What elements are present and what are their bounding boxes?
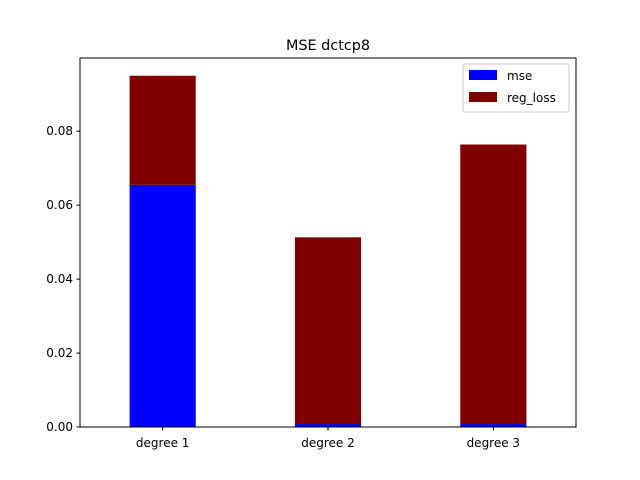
ticks-layer: 0.00 0.02 0.04 0.06 0.08 degree 1 degree 2 degr… <box>46 124 520 450</box>
x-tick-label: degree 1 <box>136 436 190 450</box>
legend-label-mse: mse <box>507 69 532 83</box>
legend-swatch-reg-loss <box>469 92 497 102</box>
y-tick-label: 0.06 <box>46 198 73 212</box>
bar-mse-1 <box>129 184 196 427</box>
legend-label-reg-loss: reg_loss <box>507 91 556 105</box>
x-tick-label: degree 2 <box>301 436 355 450</box>
bar-reg-loss-2 <box>294 237 362 425</box>
y-tick-label: 0.02 <box>46 346 73 360</box>
bar-reg-loss-1 <box>129 75 196 185</box>
chart-title: MSE dctcp8 <box>286 38 370 54</box>
y-tick-label: 0.04 <box>46 272 73 286</box>
x-tick-label: degree 3 <box>467 436 521 450</box>
legend: mse reg_loss <box>462 63 570 113</box>
y-tick-label: 0.08 <box>46 124 73 138</box>
y-tick-label: 0.00 <box>46 420 73 434</box>
bar-mse-2 <box>294 424 362 427</box>
legend-swatch-mse <box>469 70 497 80</box>
bars-layer <box>129 75 527 427</box>
bar-mse-3 <box>460 424 527 427</box>
bar-reg-loss-3 <box>460 144 527 425</box>
